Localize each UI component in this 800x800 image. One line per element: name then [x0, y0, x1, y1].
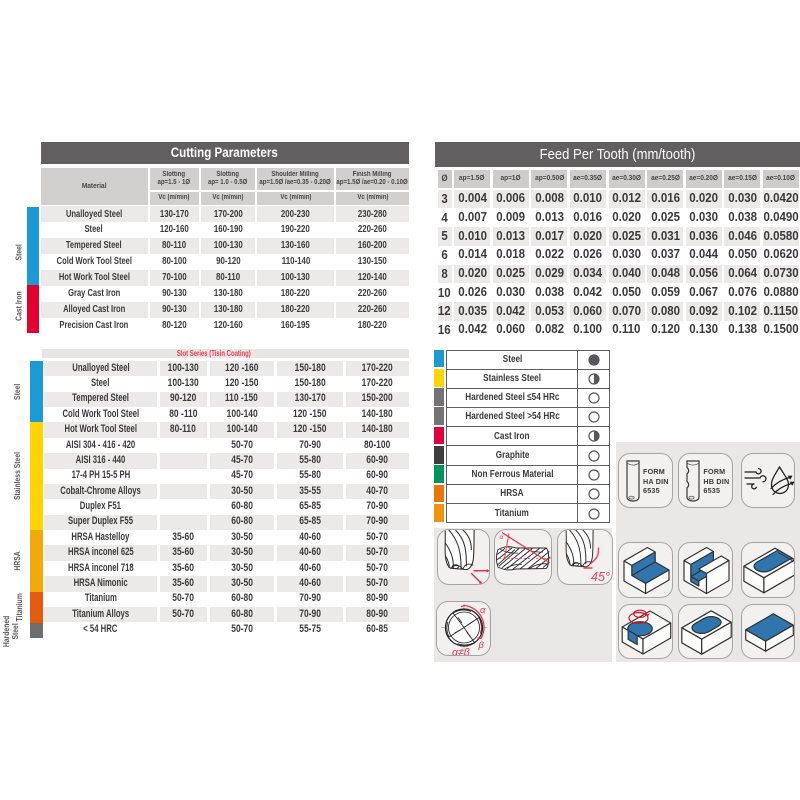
svg-text:α: α [500, 534, 504, 541]
svg-text:45°: 45° [591, 570, 610, 584]
svg-text:α≠β: α≠β [452, 646, 470, 656]
svg-text:β: β [478, 640, 485, 651]
svg-text:α: α [480, 605, 486, 616]
